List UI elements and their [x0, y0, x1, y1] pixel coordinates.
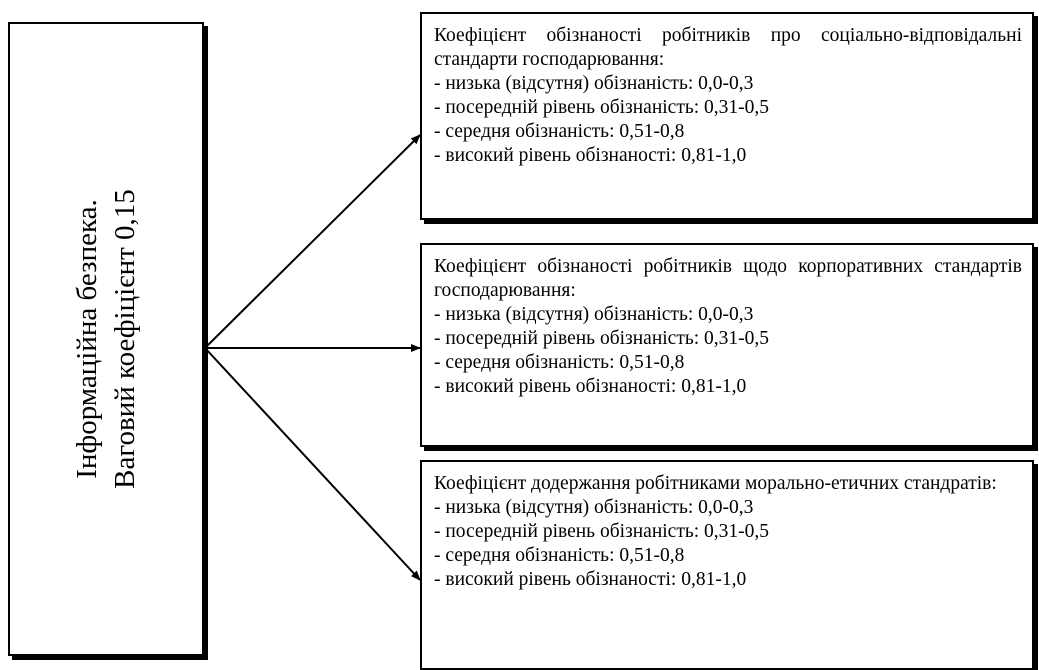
- criterion-item: - високий рівень обізнаності: 0,81-1,0: [434, 569, 747, 590]
- criterion-item: - середня обізнаність: 0,51-0,8: [434, 545, 685, 566]
- criterion-item: - низька (відсутня) обізнаність: 0,0-0,3: [434, 73, 754, 94]
- criterion-item: - високий рівень обізнаності: 0,81-1,0: [434, 145, 747, 166]
- criterion-item: - середня обізнаність: 0,51-0,8: [434, 352, 685, 373]
- left-line: Інформаційна безпека.: [71, 199, 103, 479]
- criterion-box: Коефіцієнт обізнаності робітників щодо к…: [420, 243, 1034, 447]
- criterion-title: Коефіцієнт обізнаності робітників про со…: [434, 25, 1022, 70]
- criterion-title: Коефіцієнт додержання робітниками мораль…: [434, 473, 997, 494]
- criterion-box: Коефіцієнт обізнаності робітників про со…: [420, 12, 1034, 220]
- criterion-item: - низька (відсутня) обізнаність: 0,0-0,3: [434, 304, 754, 325]
- left-box: Інформаційна безпека. Ваговий коефіцієнт…: [8, 22, 204, 656]
- left-label: Інформаційна безпека. Ваговий коефіцієнт…: [68, 29, 144, 649]
- criterion-box: Коефіцієнт додержання робітниками мораль…: [420, 460, 1034, 670]
- criterion-item: - низька (відсутня) обізнаність: 0,0-0,3: [434, 497, 754, 518]
- criterion-item: - посередній рівень обізнаність: 0,31-0,…: [434, 521, 770, 542]
- criterion-item: - посередній рівень обізнаність: 0,31-0,…: [434, 328, 770, 349]
- left-line: Ваговий коефіцієнт 0,15: [109, 189, 141, 489]
- arrow: [204, 134, 421, 349]
- criterion-item: - посередній рівень обізнаність: 0,31-0,…: [434, 97, 770, 118]
- criterion-item: - середня обізнаність: 0,51-0,8: [434, 121, 685, 142]
- criterion-title: Коефіцієнт обізнаності робітників щодо к…: [434, 256, 1022, 301]
- arrow: [204, 347, 421, 581]
- criterion-item: - високий рівень обізнаності: 0,81-1,0: [434, 376, 747, 397]
